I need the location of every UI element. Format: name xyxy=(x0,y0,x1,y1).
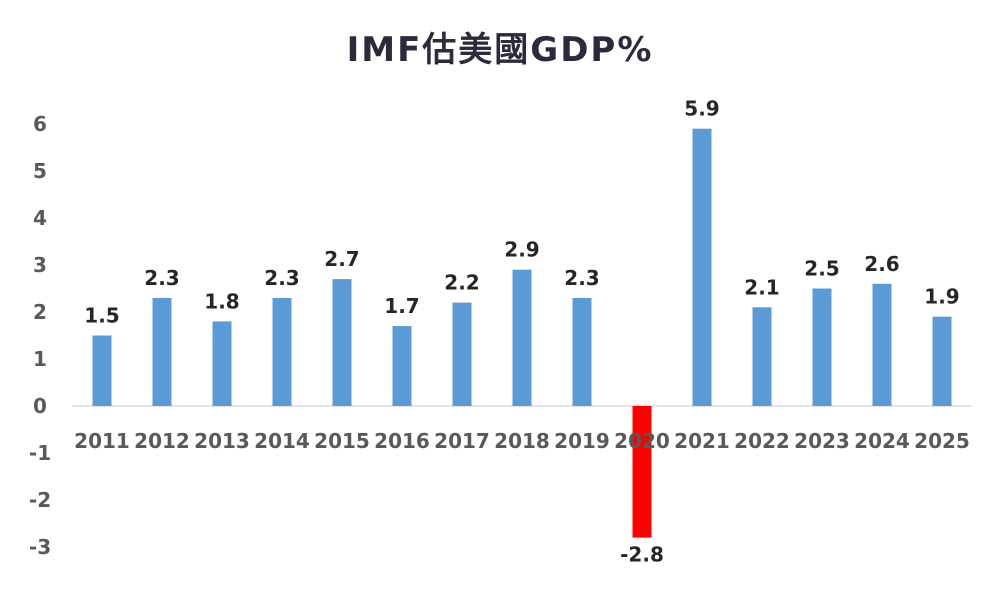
data-label: 2.3 xyxy=(264,266,299,290)
data-label: 5.9 xyxy=(684,97,719,121)
x-tick-label: 2011 xyxy=(74,429,130,453)
bar xyxy=(272,297,292,406)
x-tick-label: 2012 xyxy=(134,429,190,453)
y-tick-label: 6 xyxy=(33,112,47,136)
x-tick-label: 2019 xyxy=(554,429,610,453)
bar xyxy=(692,128,712,406)
data-labels: 1.5 2.3 1.8 2.3 2.7 1.7 2.2 2.9 2.3 -2.8 5.9 2.1 2.5… xyxy=(84,97,959,567)
data-label: 2.7 xyxy=(324,247,359,271)
y-tick-label: -1 xyxy=(29,441,51,465)
y-tick-label: 1 xyxy=(33,347,47,371)
data-label: 2.9 xyxy=(504,238,539,262)
x-tick-label: 2013 xyxy=(194,429,250,453)
x-tick-label: 2018 xyxy=(494,429,550,453)
bar xyxy=(872,283,892,406)
data-label: 2.3 xyxy=(564,266,599,290)
y-tick-label: 0 xyxy=(33,394,47,418)
x-tick-label: 2020 xyxy=(614,429,670,453)
bar xyxy=(512,269,532,406)
bar xyxy=(572,297,592,406)
x-tick-label: 2023 xyxy=(794,429,850,453)
data-label: 2.2 xyxy=(444,271,479,295)
data-label: 2.3 xyxy=(144,266,179,290)
x-tick-label: 2022 xyxy=(734,429,790,453)
x-tick-label: 2024 xyxy=(854,429,910,453)
data-label: 2.1 xyxy=(744,275,779,299)
data-label: 1.8 xyxy=(204,289,239,313)
x-axis-categories: 2011 2012 2013 2014 2015 2016 2017 2018 2019 2020… xyxy=(74,429,970,453)
x-tick-label: 2025 xyxy=(914,429,970,453)
x-tick-label: 2016 xyxy=(374,429,430,453)
x-tick-label: 2014 xyxy=(254,429,310,453)
y-tick-label: 5 xyxy=(33,159,47,183)
bar xyxy=(812,288,832,406)
chart-title: IMF估美國GDP% xyxy=(346,30,654,70)
bars-group xyxy=(92,128,952,538)
x-tick-label: 2017 xyxy=(434,429,490,453)
x-tick-label: 2021 xyxy=(674,429,730,453)
data-label: 2.6 xyxy=(864,252,899,276)
bar xyxy=(452,302,472,406)
bar xyxy=(392,326,412,406)
y-axis-ticks: 6 5 4 3 2 1 0 -1 -2 -3 xyxy=(29,112,51,559)
bar xyxy=(92,335,112,406)
bar xyxy=(752,307,772,406)
data-label: 1.9 xyxy=(924,285,959,309)
bar xyxy=(332,279,352,406)
y-tick-label: -2 xyxy=(29,488,51,512)
y-tick-label: 4 xyxy=(33,206,47,230)
data-label: 1.7 xyxy=(384,294,419,318)
data-label: 2.5 xyxy=(804,257,839,281)
y-tick-label: 2 xyxy=(33,300,47,324)
bar xyxy=(932,316,952,406)
bar xyxy=(632,406,652,538)
y-tick-label: -3 xyxy=(29,535,51,559)
bar xyxy=(212,321,232,406)
y-tick-label: 3 xyxy=(33,253,47,277)
bar xyxy=(152,297,172,406)
data-label: 1.5 xyxy=(84,304,119,328)
x-tick-label: 2015 xyxy=(314,429,370,453)
data-label: -2.8 xyxy=(620,543,664,567)
